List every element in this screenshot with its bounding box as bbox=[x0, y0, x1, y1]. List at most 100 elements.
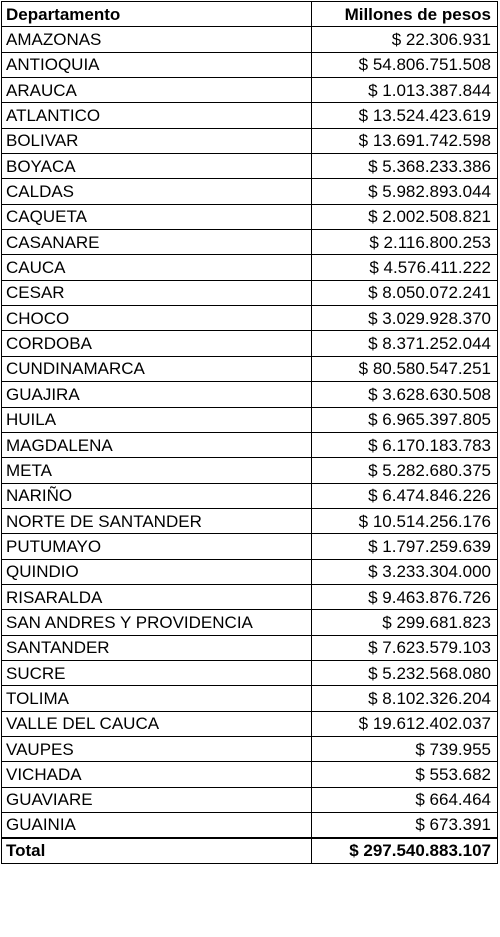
amount-cell: $ 22.306.931 bbox=[311, 26, 498, 53]
table-row: GUAINIA $ 673.391 bbox=[1, 811, 498, 839]
department-cell: QUINDIO bbox=[1, 558, 312, 585]
department-cell: GUAINIA bbox=[1, 811, 312, 839]
table-row: CUNDINAMARCA $ 80.580.547.251 bbox=[1, 355, 498, 383]
department-cell: ANTIOQUIA bbox=[1, 51, 312, 79]
amount-cell: $ 7.623.579.103 bbox=[311, 634, 498, 661]
amount-cell: $ 3.233.304.000 bbox=[311, 558, 498, 585]
table-row: NORTE DE SANTANDER $ 10.514.256.176 bbox=[1, 507, 498, 535]
amount-cell: $ 8.102.326.204 bbox=[311, 685, 498, 712]
amount-cell: $ 8.050.072.241 bbox=[311, 279, 498, 307]
amount-cell: $ 4.576.411.222 bbox=[311, 254, 498, 281]
table-row: SAN ANDRES Y PROVIDENCIA $ 299.681.823 bbox=[1, 609, 498, 636]
header-department: Departamento bbox=[1, 0, 312, 28]
table-row: AMAZONAS $ 22.306.931 bbox=[1, 26, 498, 53]
department-cell: SUCRE bbox=[1, 659, 312, 687]
amount-cell: $ 673.391 bbox=[311, 811, 498, 839]
table-row: VAUPES $ 739.955 bbox=[1, 735, 498, 763]
amount-cell: $ 10.514.256.176 bbox=[311, 507, 498, 535]
table-row: VICHADA $ 553.682 bbox=[1, 761, 498, 788]
department-cell: SANTANDER bbox=[1, 634, 312, 661]
amount-cell: $ 9.463.876.726 bbox=[311, 583, 498, 611]
department-cell: SAN ANDRES Y PROVIDENCIA bbox=[1, 609, 312, 636]
total-label: Total bbox=[1, 836, 312, 864]
table-row: CAQUETA $ 2.002.508.821 bbox=[1, 203, 498, 231]
department-cell: BOYACA bbox=[1, 153, 312, 180]
table-row: NARIÑO $ 6.474.846.226 bbox=[1, 482, 498, 509]
department-cell: PUTUMAYO bbox=[1, 533, 312, 560]
table-body: AMAZONAS $ 22.306.931 ANTIOQUIA $ 54.806.75… bbox=[1, 26, 498, 839]
table-row: SUCRE $ 5.232.568.080 bbox=[1, 659, 498, 687]
amount-cell: $ 6.170.183.783 bbox=[311, 431, 498, 459]
table-row: TOLIMA $ 8.102.326.204 bbox=[1, 685, 498, 712]
department-cell: BOLIVAR bbox=[1, 127, 312, 155]
table-row: RISARALDA $ 9.463.876.726 bbox=[1, 583, 498, 611]
department-cell: GUAVIARE bbox=[1, 786, 312, 814]
table-row: MAGDALENA $ 6.170.183.783 bbox=[1, 431, 498, 459]
table-row: ANTIOQUIA $ 54.806.751.508 bbox=[1, 51, 498, 79]
department-cell: META bbox=[1, 457, 312, 484]
table-row: VALLE DEL CAUCA $ 19.612.402.037 bbox=[1, 710, 498, 737]
department-cell: CUNDINAMARCA bbox=[1, 355, 312, 383]
table-row: CAUCA $ 4.576.411.222 bbox=[1, 254, 498, 281]
department-cell: VAUPES bbox=[1, 735, 312, 763]
table-row: GUAVIARE $ 664.464 bbox=[1, 786, 498, 814]
table-row: QUINDIO $ 3.233.304.000 bbox=[1, 558, 498, 585]
table-row: CESAR $ 8.050.072.241 bbox=[1, 279, 498, 307]
department-cell: NARIÑO bbox=[1, 482, 312, 509]
table-row: BOYACA $ 5.368.233.386 bbox=[1, 153, 498, 180]
table-row: META $ 5.282.680.375 bbox=[1, 457, 498, 484]
header-row: Departamento Millones de pesos bbox=[1, 0, 498, 28]
department-cell: VALLE DEL CAUCA bbox=[1, 710, 312, 737]
amount-cell: $ 664.464 bbox=[311, 786, 498, 814]
department-cell: ATLANTICO bbox=[1, 102, 312, 129]
table-row: PUTUMAYO $ 1.797.259.639 bbox=[1, 533, 498, 560]
amount-cell: $ 54.806.751.508 bbox=[311, 51, 498, 79]
department-amount-table: Departamento Millones de pesos AMAZONAS $… bbox=[1, 0, 498, 864]
amount-cell: $ 1.013.387.844 bbox=[311, 77, 498, 104]
amount-cell: $ 3.029.928.370 bbox=[311, 305, 498, 332]
amount-cell: $ 1.797.259.639 bbox=[311, 533, 498, 560]
amount-cell: $ 5.368.233.386 bbox=[311, 153, 498, 180]
department-cell: CAQUETA bbox=[1, 203, 312, 231]
department-cell: CASANARE bbox=[1, 229, 312, 256]
header-amount: Millones de pesos bbox=[311, 0, 498, 28]
amount-cell: $ 80.580.547.251 bbox=[311, 355, 498, 383]
amount-cell: $ 8.371.252.044 bbox=[311, 330, 498, 357]
amount-cell: $ 5.982.893.044 bbox=[311, 178, 498, 205]
table-row: BOLIVAR $ 13.691.742.598 bbox=[1, 127, 498, 155]
amount-cell: $ 5.282.680.375 bbox=[311, 457, 498, 484]
department-cell: CORDOBA bbox=[1, 330, 312, 357]
department-cell: MAGDALENA bbox=[1, 431, 312, 459]
total-row: Total $ 297.540.883.107 bbox=[1, 836, 498, 864]
amount-cell: $ 553.682 bbox=[311, 761, 498, 788]
amount-cell: $ 13.524.423.619 bbox=[311, 102, 498, 129]
department-cell: GUAJIRA bbox=[1, 381, 312, 408]
department-cell: HUILA bbox=[1, 406, 312, 433]
amount-cell: $ 19.612.402.037 bbox=[311, 710, 498, 737]
table-row: CORDOBA $ 8.371.252.044 bbox=[1, 330, 498, 357]
table-row: CASANARE $ 2.116.800.253 bbox=[1, 229, 498, 256]
amount-cell: $ 739.955 bbox=[311, 735, 498, 763]
table-row: HUILA $ 6.965.397.805 bbox=[1, 406, 498, 433]
table-row: SANTANDER $ 7.623.579.103 bbox=[1, 634, 498, 661]
department-cell: CESAR bbox=[1, 279, 312, 307]
table-row: ATLANTICO $ 13.524.423.619 bbox=[1, 102, 498, 129]
amount-cell: $ 13.691.742.598 bbox=[311, 127, 498, 155]
amount-cell: $ 3.628.630.508 bbox=[311, 381, 498, 408]
table-row: ARAUCA $ 1.013.387.844 bbox=[1, 77, 498, 104]
department-cell: TOLIMA bbox=[1, 685, 312, 712]
amount-cell: $ 5.232.568.080 bbox=[311, 659, 498, 687]
amount-cell: $ 6.965.397.805 bbox=[311, 406, 498, 433]
table-row: CHOCO $ 3.029.928.370 bbox=[1, 305, 498, 332]
amount-cell: $ 2.116.800.253 bbox=[311, 229, 498, 256]
table-row: GUAJIRA $ 3.628.630.508 bbox=[1, 381, 498, 408]
amount-cell: $ 299.681.823 bbox=[311, 609, 498, 636]
amount-cell: $ 2.002.508.821 bbox=[311, 203, 498, 231]
department-cell: CHOCO bbox=[1, 305, 312, 332]
department-cell: RISARALDA bbox=[1, 583, 312, 611]
table-row: CALDAS $ 5.982.893.044 bbox=[1, 178, 498, 205]
amount-cell: $ 6.474.846.226 bbox=[311, 482, 498, 509]
department-cell: NORTE DE SANTANDER bbox=[1, 507, 312, 535]
department-cell: CALDAS bbox=[1, 178, 312, 205]
department-cell: CAUCA bbox=[1, 254, 312, 281]
